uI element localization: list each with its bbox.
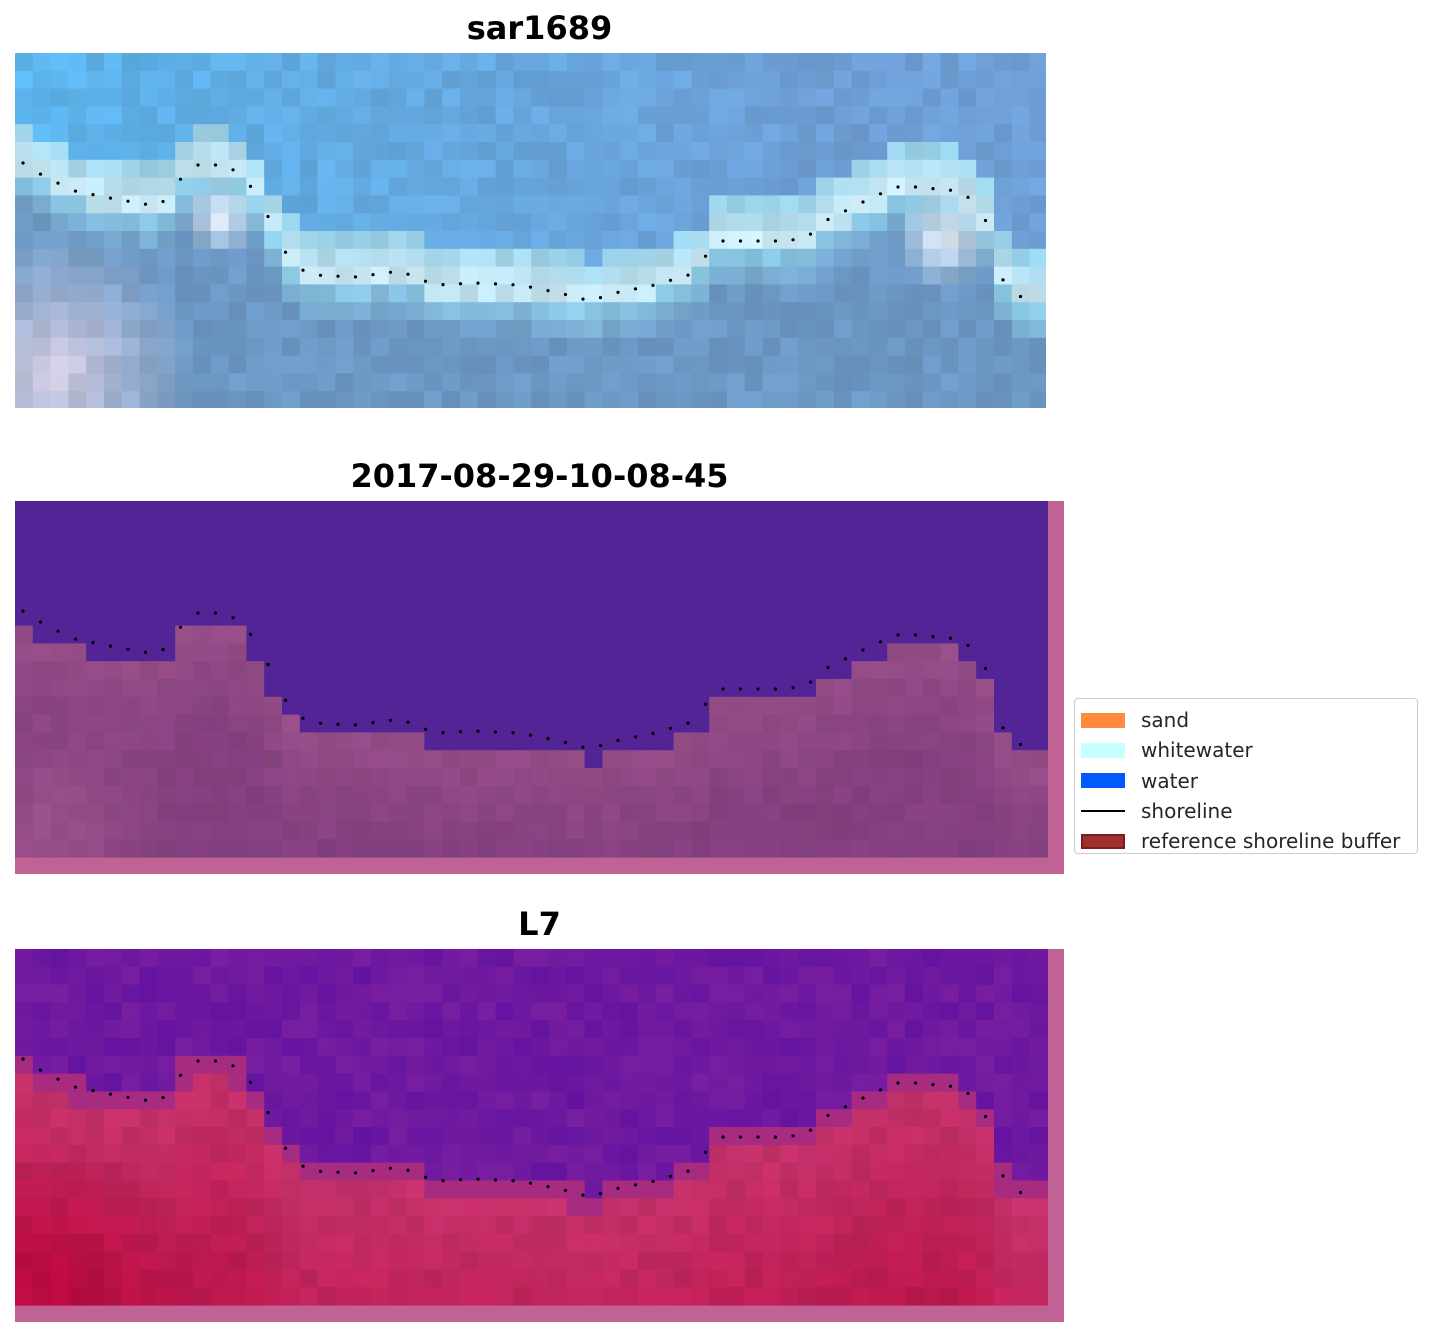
panel-1-title: sar1689 — [466, 9, 613, 47]
shoreline-dots — [21, 1057, 1023, 1197]
classified-pixels — [15, 501, 1048, 858]
legend-item-shoreline: shoreline — [1081, 796, 1409, 826]
legend-item-water: water — [1081, 766, 1409, 796]
legend-item-reference-buffer: reference shoreline buffer — [1081, 826, 1409, 856]
panel-2-title: 2017-08-29-10-08-45 — [350, 457, 729, 495]
panel-3-image — [15, 949, 1064, 1322]
index-pixels — [15, 949, 1048, 1306]
legend-label-sand: sand — [1141, 708, 1190, 733]
panel-3-title: L7 — [518, 905, 561, 943]
legend-item-whitewater: whitewater — [1081, 735, 1409, 765]
whitewater-swatch — [1081, 742, 1125, 758]
reference-buffer-swatch — [1081, 833, 1125, 849]
legend-label-water: water — [1141, 768, 1198, 793]
shoreline-dots — [21, 609, 1023, 749]
shoreline-dots — [21, 161, 1023, 301]
shoreline-line-icon — [1081, 804, 1125, 819]
legend: sand whitewater water shoreline referenc… — [1074, 698, 1418, 854]
water-swatch — [1081, 773, 1125, 789]
rgb-pixels — [15, 53, 1046, 408]
legend-label-reference-buffer: reference shoreline buffer — [1141, 829, 1401, 854]
legend-item-sand: sand — [1081, 705, 1409, 735]
sand-swatch — [1081, 712, 1125, 728]
panel-1-image — [15, 53, 1046, 408]
legend-label-whitewater: whitewater — [1141, 738, 1253, 763]
legend-label-shoreline: shoreline — [1141, 799, 1233, 824]
panel-2-image — [15, 501, 1064, 874]
